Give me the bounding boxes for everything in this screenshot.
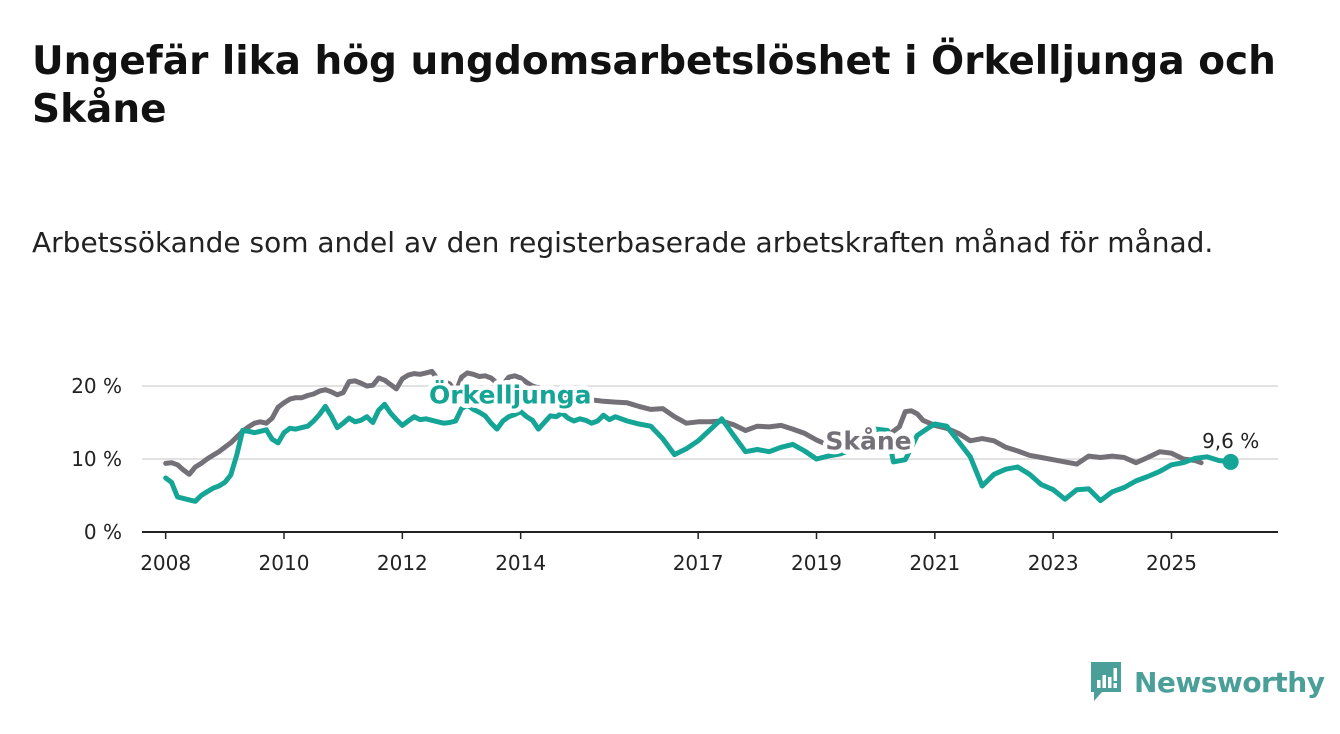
x-tick-label: 2010	[259, 551, 310, 575]
series-label-skane: Skåne	[825, 427, 911, 456]
series-label-halo-orkelljunga: Örkelljunga	[429, 380, 592, 410]
end-value-label: 9,6 %	[1202, 429, 1259, 453]
series-line-orkelljunga	[163, 401, 1234, 504]
y-tick-label: 20 %	[71, 374, 122, 398]
x-tick-label: 2017	[673, 551, 724, 575]
series-label-orkelljunga: Örkelljunga	[429, 380, 592, 410]
x-tick-label: 2019	[791, 551, 842, 575]
chart-subtitle: Arbetssökande som andel av den registerb…	[32, 226, 1214, 259]
x-tick-label: 2023	[1028, 551, 1079, 575]
x-tick-label: 2012	[377, 551, 428, 575]
x-tick-label: 2021	[909, 551, 960, 575]
y-tick-label: 10 %	[71, 447, 122, 471]
axes: 0 % 10 % 20 % 2008 2010 2012 2014 2017 2019 2021 2…	[71, 374, 1278, 575]
brand-name: Newsworthy	[1134, 665, 1325, 699]
series-line-skane	[163, 368, 1204, 477]
newsworthy-logo-icon	[1091, 662, 1121, 701]
y-tick-label: 0 %	[84, 520, 122, 544]
x-tick-label: 2008	[140, 551, 191, 575]
series-label-halo-skane: Skåne	[825, 427, 911, 456]
end-point-marker	[1222, 453, 1239, 470]
x-tick-label: 2025	[1146, 551, 1197, 575]
newsworthy-brand[interactable]: Newsworthy	[1088, 660, 1325, 704]
line-chart: 0 % 10 % 20 % 2008 2010 2012 2014 2017 2019 2021 2…	[71, 368, 1278, 575]
series-lines	[163, 368, 1234, 504]
chart-title: Ungefär lika hög ungdomsarbetslöshet i Ö…	[32, 39, 1276, 132]
x-tick-label: 2014	[495, 551, 546, 575]
